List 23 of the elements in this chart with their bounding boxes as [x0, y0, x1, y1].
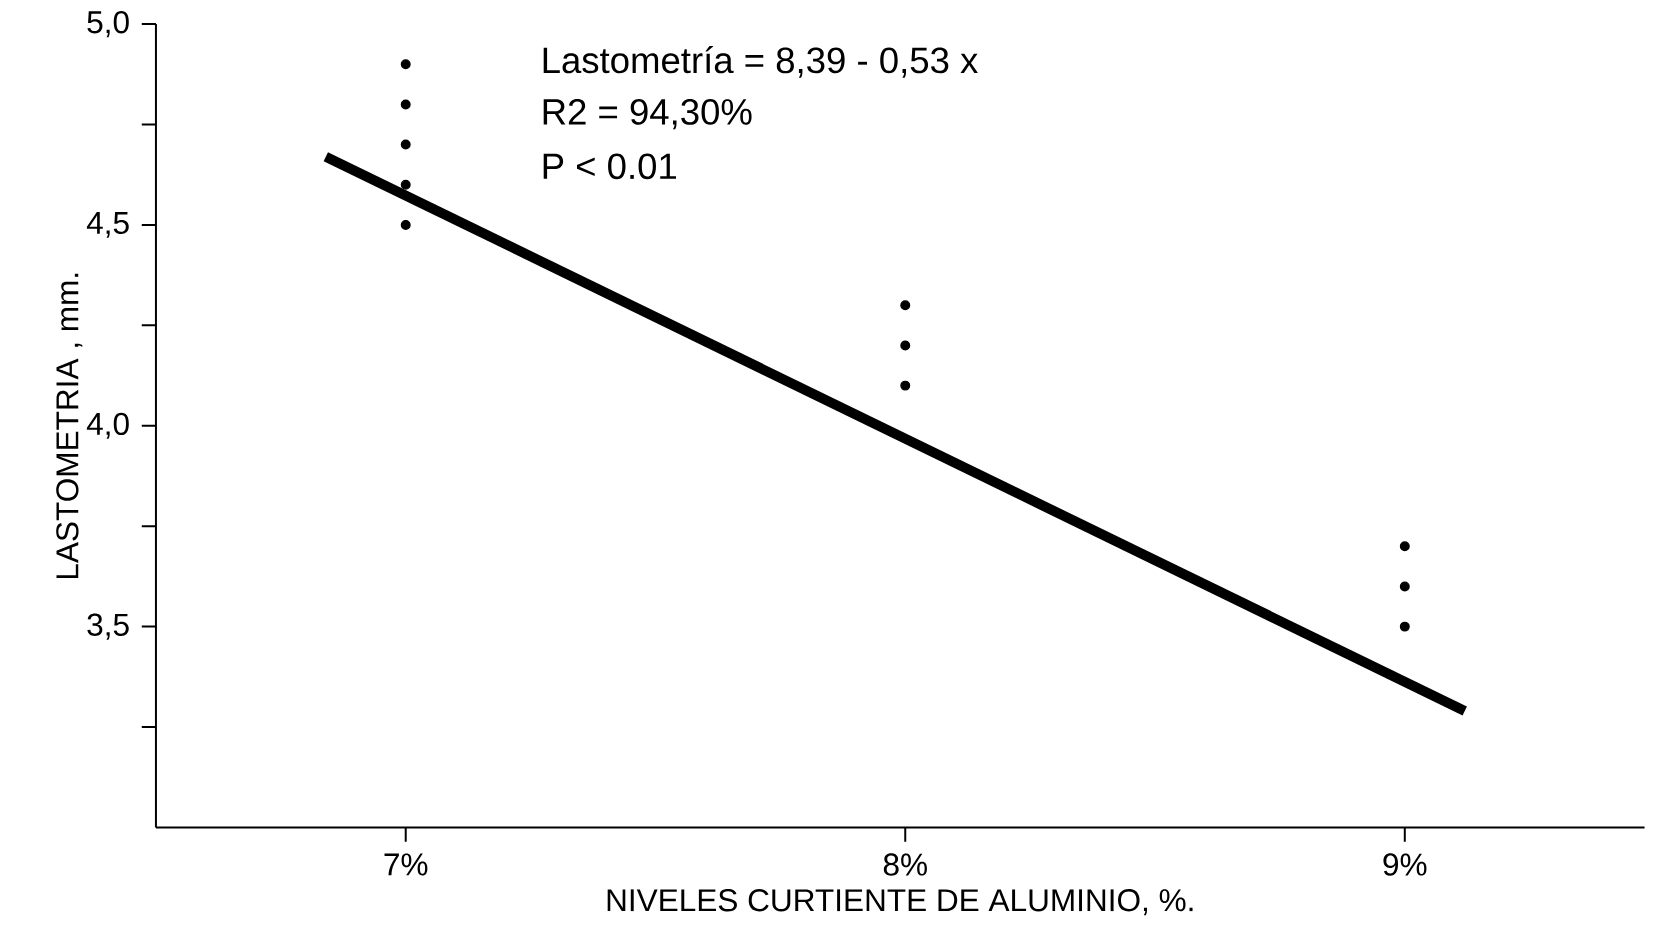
point — [1399, 541, 1410, 552]
annotation: Lastometría = 8,39 - 0,53 x — [543, 45, 978, 78]
y-tick-label: 5,0 — [87, 10, 129, 37]
point — [400, 59, 411, 70]
y-tick-label: 3,5 — [87, 613, 129, 640]
point — [900, 380, 911, 391]
annotation: P < 0.01 — [543, 153, 676, 180]
x-axis-title: NIVELES CURTIENTE DE ALUMINIO, %. — [607, 888, 1193, 916]
point — [400, 219, 411, 230]
point — [1399, 581, 1410, 592]
x-tick-label: 9% — [1383, 853, 1427, 876]
y-axis-title: LASTOMETRIA , mm. — [56, 273, 83, 578]
point — [400, 99, 411, 110]
y-tick-label: 4,0 — [86, 412, 129, 439]
x-tick-label: 7% — [384, 853, 428, 876]
point — [900, 340, 911, 351]
point — [900, 300, 911, 311]
y-tick-label: 4,5 — [86, 211, 129, 238]
x-tick-label: 8% — [883, 853, 927, 876]
annotation: R2 = 94,30% — [543, 98, 752, 130]
point — [400, 139, 411, 150]
point — [400, 179, 411, 190]
point — [1399, 621, 1410, 632]
